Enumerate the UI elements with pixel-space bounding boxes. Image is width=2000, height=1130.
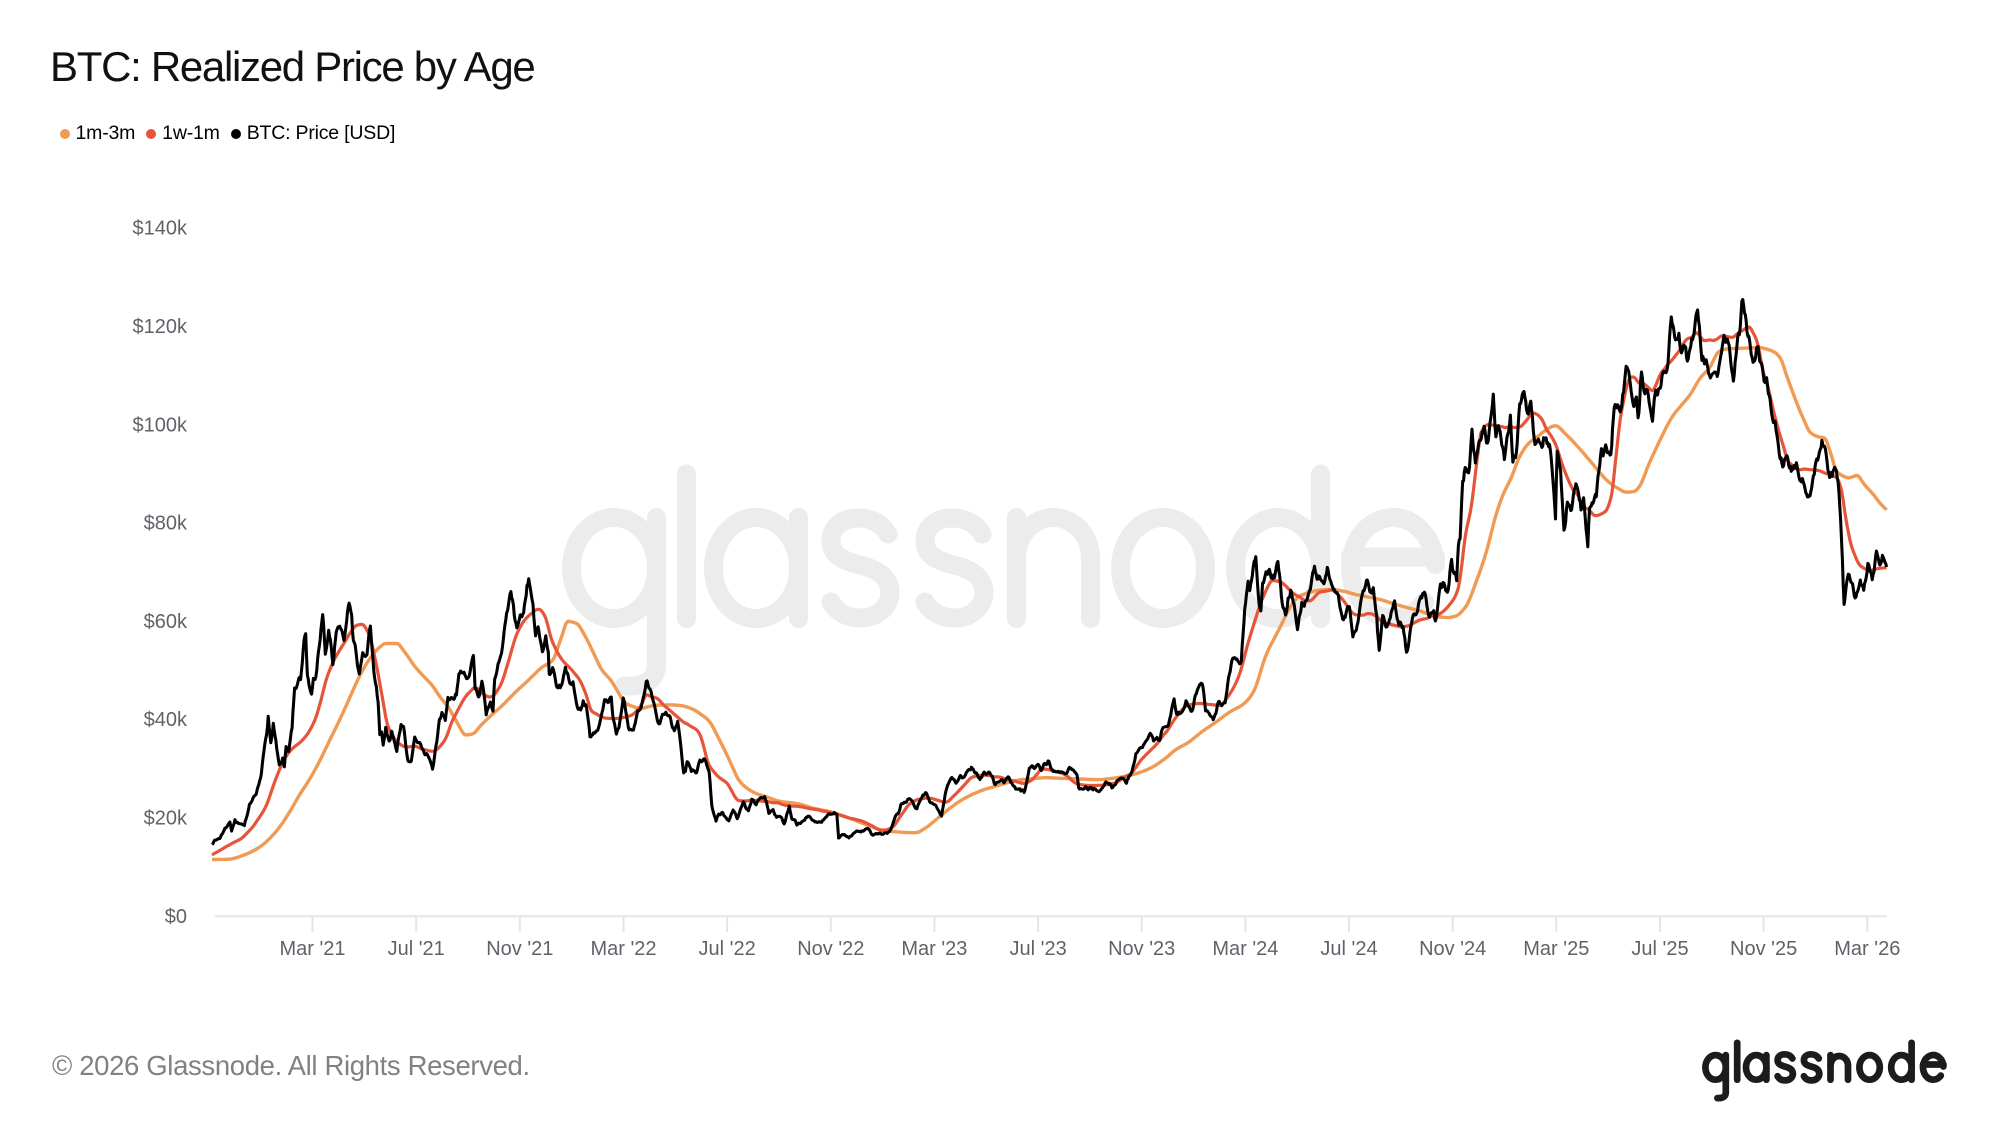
svg-text:$80k: $80k	[144, 513, 188, 535]
svg-text:Jul '23: Jul '23	[1010, 938, 1067, 960]
svg-text:$0: $0	[165, 906, 187, 928]
svg-text:Nov '21: Nov '21	[486, 938, 553, 960]
svg-text:$40k: $40k	[144, 709, 188, 731]
svg-text:Nov '24: Nov '24	[1419, 938, 1486, 960]
svg-text:$20k: $20k	[144, 808, 188, 830]
svg-text:$120k: $120k	[133, 316, 188, 338]
svg-text:Mar '22: Mar '22	[590, 938, 656, 960]
svg-text:Mar '23: Mar '23	[901, 938, 967, 960]
svg-text:Jul '24: Jul '24	[1320, 938, 1377, 960]
svg-text:Nov '22: Nov '22	[797, 938, 864, 960]
svg-text:Jul '22: Jul '22	[699, 938, 756, 960]
svg-text:Mar '24: Mar '24	[1212, 938, 1278, 960]
svg-text:Mar '25: Mar '25	[1523, 938, 1589, 960]
svg-text:Mar '21: Mar '21	[279, 938, 345, 960]
svg-text:Nov '25: Nov '25	[1730, 938, 1797, 960]
svg-text:$100k: $100k	[133, 414, 188, 436]
svg-text:Jul '25: Jul '25	[1631, 938, 1688, 960]
svg-text:Mar '26: Mar '26	[1834, 938, 1900, 960]
svg-text:$60k: $60k	[144, 611, 188, 633]
svg-text:$140k: $140k	[133, 218, 188, 240]
svg-text:Nov '23: Nov '23	[1108, 938, 1175, 960]
svg-text:Jul '21: Jul '21	[388, 938, 445, 960]
